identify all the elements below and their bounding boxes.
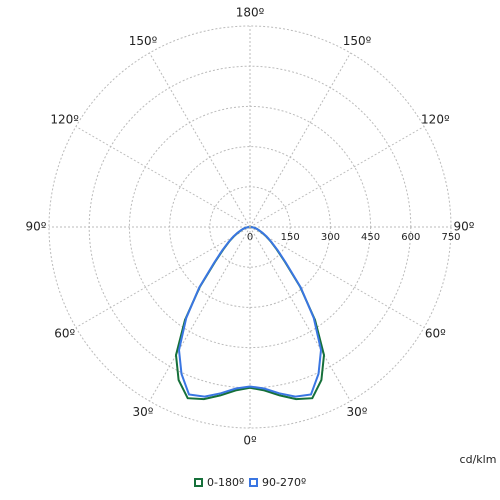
r-tick-label: 300 [321, 232, 340, 243]
radial-grid-line [249, 226, 351, 402]
theta-tick-label: 180º [236, 6, 265, 20]
series-line [177, 226, 323, 398]
radial-grid-line [149, 52, 251, 228]
legend-swatch [249, 478, 258, 487]
r-tick-label: 150 [281, 232, 300, 243]
theta-tick-label: 90º [26, 220, 47, 234]
radial-grid-line [249, 226, 425, 328]
theta-tick-label: 90º [454, 220, 475, 234]
r-tick-label: 750 [441, 232, 460, 243]
theta-tick-label: 150º [129, 34, 158, 48]
legend-label: 90-270º [262, 476, 306, 489]
theta-tick-label: 30º [347, 405, 368, 419]
theta-tick-label: 60º [54, 327, 75, 341]
theta-tick-label: 0º [243, 434, 257, 448]
legend-label: 0-180º [207, 476, 244, 489]
theta-tick-label: 60º [425, 327, 446, 341]
radial-grid-line [75, 126, 251, 228]
r-tick-label: 450 [361, 232, 380, 243]
theta-tick-label: 30º [133, 405, 154, 419]
radial-grid-line [249, 126, 425, 228]
legend-swatch [194, 478, 203, 487]
r-tick-label: 600 [401, 232, 420, 243]
theta-tick-label: 120º [421, 113, 450, 127]
theta-tick-label: 150º [343, 34, 372, 48]
radial-grid-line [249, 52, 351, 228]
theta-tick-label: 120º [50, 113, 79, 127]
radial-grid-line [75, 226, 251, 328]
unit-label: cd/klm [460, 453, 497, 466]
r-tick-label: 0 [247, 232, 253, 243]
radial-grid-line [149, 226, 251, 402]
